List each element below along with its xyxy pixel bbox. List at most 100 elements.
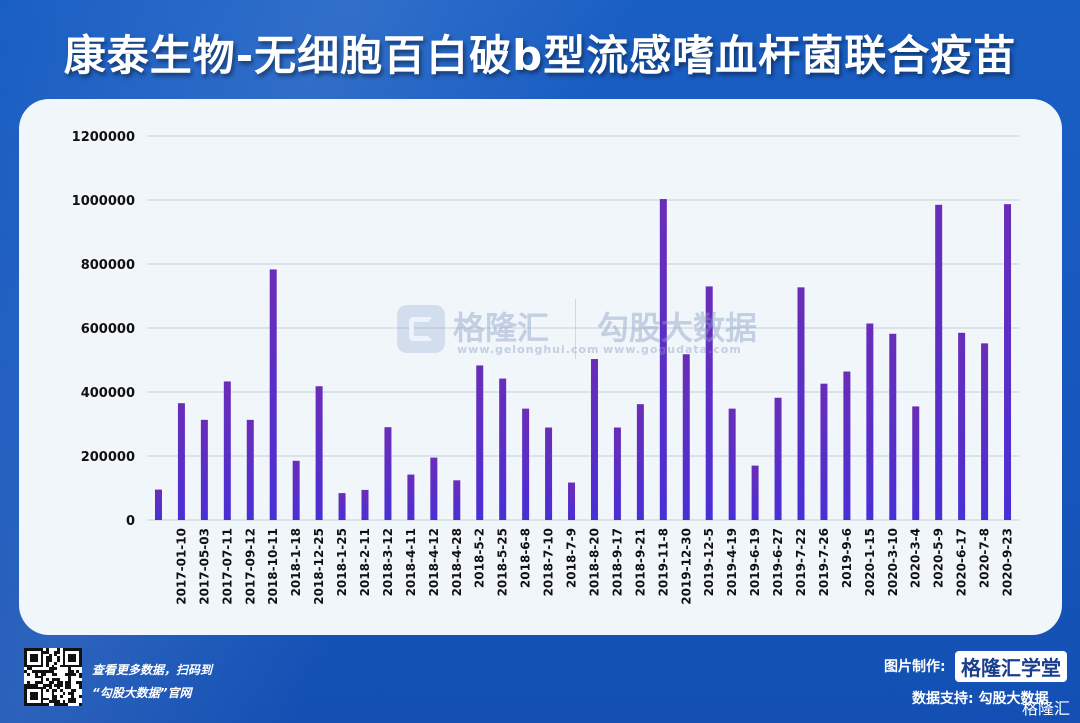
- qr-cell: [65, 686, 69, 690]
- made-by-label: 图片制作:: [884, 659, 946, 675]
- qr-cell: [35, 675, 38, 679]
- qr-cell: [40, 672, 44, 676]
- qr-cell: [59, 703, 63, 706]
- qr-cell: [48, 700, 52, 704]
- qr-cell: [70, 672, 74, 676]
- qr-cell: [26, 681, 30, 684]
- x-tick-label: 2020-6-17: [955, 528, 969, 596]
- qr-cell: [48, 659, 52, 662]
- qr-cell: [24, 683, 27, 687]
- qr-cell: [79, 659, 82, 662]
- qr-cell: [46, 703, 49, 706]
- qr-cell: [24, 659, 27, 662]
- qr-cell: [32, 692, 36, 695]
- qr-cell: [24, 650, 27, 654]
- bar: [728, 408, 736, 520]
- qr-cell: [40, 650, 44, 654]
- qr-cell: [68, 667, 71, 671]
- qr-cell: [62, 659, 66, 662]
- qr-cell: [59, 683, 63, 687]
- qr-cell: [43, 683, 47, 687]
- x-tick-label: 2019-7-26: [817, 528, 831, 596]
- qr-cell: [32, 683, 36, 687]
- qr-cell: [32, 653, 36, 657]
- bar: [522, 408, 530, 520]
- qr-cell: [62, 648, 66, 651]
- qr-cell: [29, 692, 33, 695]
- watermark-right-name: 勾股大数据: [597, 309, 758, 347]
- bar: [590, 359, 598, 520]
- qr-cell: [40, 686, 44, 690]
- qr-cell: [51, 670, 55, 673]
- qr-cell: [40, 694, 44, 698]
- qr-cell: [46, 650, 49, 654]
- x-tick-label: 2019-11-8: [656, 528, 670, 596]
- qr-cell: [43, 697, 47, 701]
- bar-chart: 0 200000 400000 600000 800000 1000000 1200000 2…: [72, 130, 1019, 605]
- qr-cell: [35, 703, 38, 706]
- qr-cell: [24, 692, 27, 695]
- qr-cell: [54, 694, 58, 698]
- qr-cell: [24, 689, 27, 693]
- qr-cell: [26, 664, 30, 668]
- qr-cell: [51, 681, 55, 684]
- bar: [361, 489, 369, 520]
- x-tick-label: 2018-1-25: [335, 528, 349, 596]
- qr-cell: [40, 664, 44, 668]
- qr-cell: [68, 659, 71, 662]
- qr-cell: [76, 664, 80, 668]
- x-tick-label: 2020-9-23: [1001, 528, 1015, 596]
- x-tick-label: 2018-5-25: [496, 528, 510, 596]
- qr-caption-line1: 查看更多数据，扫码到: [92, 663, 213, 677]
- qr-cell: [29, 686, 33, 690]
- qr-cell: [59, 681, 63, 684]
- bar: [568, 482, 576, 520]
- qr-cell: [40, 653, 44, 657]
- qr-cell: [46, 656, 49, 660]
- x-tick-label: 2017-07-11: [220, 528, 234, 605]
- bar: [384, 427, 392, 520]
- bar: [912, 406, 920, 520]
- qr-cell: [70, 656, 74, 660]
- qr-cell: [73, 672, 77, 676]
- qr-cell: [57, 703, 60, 706]
- qr-cell: [79, 675, 82, 679]
- qr-cell: [68, 656, 71, 660]
- qr-cell: [51, 694, 55, 698]
- bar: [797, 287, 805, 520]
- qr-cell: [79, 653, 82, 657]
- x-tick-label: 2018-7-9: [565, 528, 579, 588]
- qr-cell: [48, 683, 52, 687]
- x-tick-label: 2018-1-18: [289, 528, 303, 596]
- qr-cell: [68, 692, 71, 695]
- qr-cell: [46, 661, 49, 665]
- y-tick-label: 1000000: [72, 194, 135, 209]
- qr-cell: [54, 697, 58, 701]
- qr-code[interactable]: [24, 648, 82, 706]
- watermark-left-url: www.gelonghui.com: [457, 343, 600, 356]
- qr-cell: [29, 659, 33, 662]
- bar: [223, 381, 231, 520]
- qr-cell: [51, 672, 55, 676]
- qr-cell: [51, 667, 55, 671]
- bar: [751, 465, 759, 520]
- qr-cell: [73, 656, 77, 660]
- qr-cell: [70, 659, 74, 662]
- qr-cell: [29, 667, 33, 671]
- qr-cell: [24, 656, 27, 660]
- qr-cell: [29, 703, 33, 706]
- qr-cell: [40, 661, 44, 665]
- qr-cell: [65, 681, 69, 684]
- chart-panel: 0 200000 400000 600000 800000 1000000 1200000 2…: [19, 99, 1062, 635]
- qr-cell: [32, 694, 36, 698]
- qr-cell: [57, 659, 60, 662]
- qr-cell: [48, 681, 52, 684]
- qr-cell: [57, 686, 60, 690]
- qr-cell: [32, 686, 36, 690]
- qr-cell: [79, 672, 82, 676]
- qr-cell: [54, 667, 58, 671]
- x-tick-label: 2019-12-5: [702, 528, 716, 596]
- x-tick-label: 2018-8-20: [587, 528, 601, 596]
- qr-cell: [68, 700, 71, 704]
- x-tick-label: 2018-9-17: [610, 528, 624, 596]
